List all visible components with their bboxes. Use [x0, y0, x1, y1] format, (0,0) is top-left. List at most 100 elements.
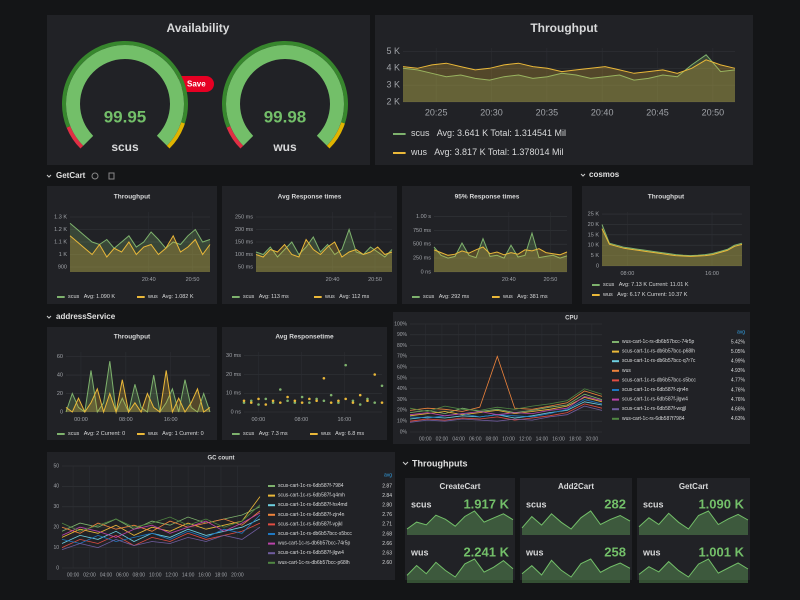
- data-point: [286, 395, 289, 399]
- legend-value: Avg: 113 ms: [259, 294, 289, 300]
- x-tick-label: 16:00: [705, 271, 719, 277]
- x-tick-label: 14:00: [182, 572, 195, 578]
- y-tick-label: 5 K: [591, 253, 600, 259]
- y-tick-label: 70%: [397, 354, 408, 360]
- legend-entry: scus-cart-1c-rs-db6b57bcc-p68lh: [622, 349, 695, 355]
- x-tick-label: 20:50: [543, 277, 557, 283]
- series-line: [409, 355, 603, 412]
- y-tick-label: 15 K: [588, 232, 600, 238]
- series-line: [402, 59, 736, 74]
- data-point: [300, 395, 304, 399]
- x-tick-label: 04:00: [452, 436, 465, 442]
- legend-value: 2.87: [382, 483, 392, 489]
- data-point: [322, 399, 326, 403]
- legend-entry: wus-cart-1c-rs-db6b57bcc-74r5p: [278, 541, 350, 547]
- tile-title: Add2Cart: [558, 482, 594, 491]
- y-tick-label: 2 K: [386, 96, 400, 106]
- series-line: [255, 238, 393, 258]
- legend-value: 2.66: [382, 541, 392, 547]
- y-tick-label: 3 K: [386, 80, 400, 90]
- gauge-value-label: 99.98: [264, 107, 307, 126]
- legend-name: scus-cart-1c-rs-6db587f-jlgw4: [622, 397, 688, 403]
- legend-value: Avg: 1.082 K: [162, 294, 194, 300]
- legend-entry: scus-cart-1c-rs-db6b57bcc-s5bcc: [278, 531, 352, 537]
- y-tick-label: 750 ms: [413, 228, 431, 234]
- x-tick-label: 08:00: [621, 271, 635, 277]
- tile-row-name: scus: [643, 499, 664, 509]
- save-label[interactable]: Save: [187, 80, 206, 89]
- data-point: [329, 393, 333, 397]
- tile-row-value: 1.001 K: [698, 544, 744, 559]
- data-point: [344, 363, 347, 367]
- data-point: [279, 388, 282, 391]
- availability-title: Availability: [167, 21, 230, 35]
- legend-name: scus-cart-1c-rs-6db587f-zjn4n: [622, 387, 689, 393]
- y-tick-label: 1.2 K: [54, 227, 67, 233]
- chevron: [46, 174, 52, 178]
- legend-value: Avg: 6.8 ms: [335, 431, 364, 437]
- y-tick-label: 0%: [400, 429, 408, 435]
- legend-value: Avg: 112 ms: [339, 294, 369, 300]
- x-tick-label: 14:00: [536, 436, 549, 442]
- panel-title: Throughput: [648, 194, 685, 201]
- legend-entry: wus Avg: 381 ms: [502, 294, 548, 300]
- sparkline: [521, 510, 631, 530]
- legend-name: wus: [622, 368, 631, 374]
- x-tick-label: 10:00: [149, 572, 162, 578]
- legend-name: scus: [243, 294, 255, 300]
- series-line: [402, 54, 736, 81]
- series-line: [61, 504, 261, 532]
- chevron: [402, 461, 409, 466]
- legend-header: avg: [384, 472, 392, 478]
- x-tick-label: 20:25: [425, 107, 448, 117]
- y-tick-label: 1 K: [59, 252, 68, 258]
- y-tick-label: 30 ms: [226, 353, 241, 359]
- data-point: [249, 399, 253, 403]
- series-line: [61, 510, 261, 534]
- threshold-yellow: [166, 122, 185, 149]
- x-tick-label: 06:00: [469, 436, 482, 442]
- series-line: [409, 396, 603, 417]
- legend-entry: scus-cart-1c-rs-6db587f-q4mh: [278, 493, 345, 499]
- gauge-value-label: 99.95: [104, 107, 147, 126]
- x-tick-label: 20:30: [480, 107, 503, 117]
- legend-name: wus-cart-1c-rs-db6b57bcc-74r5p: [278, 541, 350, 547]
- legend-value: 4.99%: [731, 359, 746, 365]
- legend-name: wus-cart-1c-rs-db6b57bcc-p68lh: [278, 560, 350, 566]
- legend-entry: wus Avg: 6.17 K Current: 10.37 K: [602, 292, 688, 298]
- legend-value: 4.76%: [731, 397, 746, 403]
- y-tick-label: 500 ms: [413, 242, 431, 248]
- legend-name: scus: [68, 294, 80, 300]
- settings-icon[interactable]: [91, 172, 99, 180]
- panel: [402, 186, 572, 304]
- legend-value: 4.63%: [731, 416, 746, 422]
- legend-name: scus-cart-1c-rs-6db587f-wqjjl: [622, 407, 686, 413]
- series-line: [601, 228, 743, 257]
- legend-entry: scus-cart-1c-rs-6db587f-wqjjl: [622, 407, 686, 413]
- y-tick-label: 200 ms: [235, 227, 253, 233]
- y-tick-label: 40: [53, 484, 59, 490]
- series-line: [433, 246, 568, 256]
- y-tick-label: 20 ms: [226, 372, 241, 378]
- legend-entry: wus-cart-1c-rs-6db587f7984: [622, 416, 685, 422]
- x-tick-label: 16:00: [198, 572, 211, 578]
- delete-icon[interactable]: [108, 172, 115, 180]
- legend-name: scus-cart-1c-rs-6db587f-vpjkl: [278, 522, 342, 528]
- y-tick-label: 250 ms: [235, 214, 253, 220]
- x-tick-label: 20:00: [231, 572, 244, 578]
- data-point: [337, 399, 340, 403]
- data-point: [366, 397, 369, 401]
- row-header: cosmos: [589, 170, 620, 179]
- legend-value: 2.84: [382, 493, 392, 499]
- legend-value: Avg: 3.641 K Total: 1.314541 Mil: [437, 128, 566, 138]
- data-point: [257, 397, 260, 401]
- legend-value: 2.68: [382, 531, 392, 537]
- tile-row-name: wus: [410, 547, 429, 557]
- legend-entry: scus Avg: 2 Current: 0: [68, 431, 125, 437]
- y-tick-label: 100%: [394, 321, 407, 327]
- series-line: [61, 512, 261, 538]
- y-tick-label: 50 ms: [238, 264, 253, 270]
- legend-entry: wus Avg: 1.082 K: [147, 294, 194, 300]
- series-line: [409, 405, 603, 423]
